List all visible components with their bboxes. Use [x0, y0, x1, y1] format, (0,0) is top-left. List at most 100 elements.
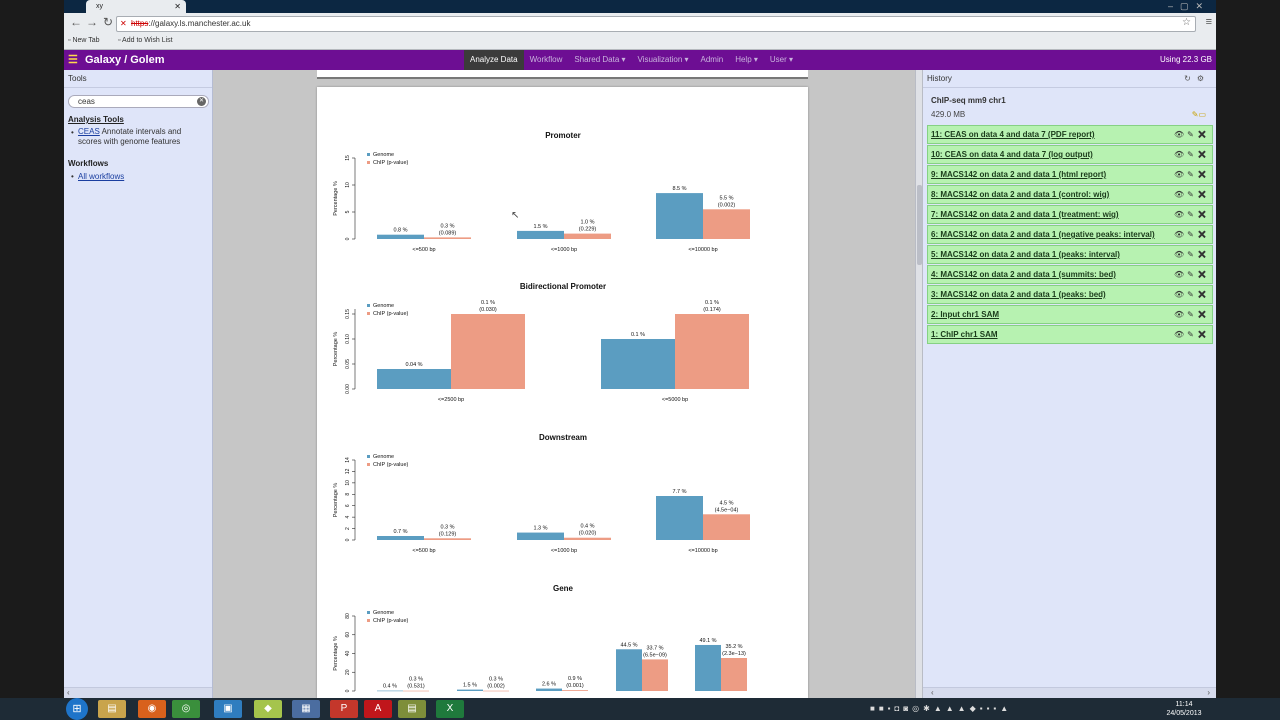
- clock[interactable]: 11:14 24/05/2013: [1164, 700, 1204, 718]
- scroll-left-icon[interactable]: ‹: [931, 688, 934, 697]
- nav-admin[interactable]: Admin: [700, 55, 724, 64]
- clear-search-icon[interactable]: ✕: [197, 97, 206, 106]
- bookmark-wish-list[interactable]: ▫ Add to Wish List: [118, 37, 173, 44]
- bookmark-star-icon[interactable]: ☆: [1182, 17, 1191, 28]
- nav-user[interactable]: User ▾: [769, 55, 794, 64]
- dataset-action-icons[interactable]: 👁✎✖: [1173, 310, 1210, 319]
- history-options-icons[interactable]: ↻⚙: [1184, 74, 1210, 83]
- chrome-icon[interactable]: ◎: [172, 700, 200, 718]
- tool-search-input[interactable]: ceas ✕: [68, 95, 209, 108]
- dataset-title[interactable]: 2: Input chr1 SAM: [931, 310, 1000, 319]
- left-scrollbar[interactable]: ‹: [64, 687, 212, 698]
- data-label-genome: 7.7 %: [672, 489, 686, 495]
- explorer-icon[interactable]: ▤: [98, 700, 126, 718]
- dataset-title[interactable]: 3: MACS142 on data 2 and data 1 (peaks: …: [931, 290, 1106, 299]
- dataset-title[interactable]: 10: CEAS on data 4 and data 7 (log outpu…: [931, 150, 1093, 159]
- bookmark-new-tab[interactable]: ▫ New Tab: [68, 37, 100, 44]
- dataset-title[interactable]: 1: ChIP chr1 SAM: [931, 330, 998, 339]
- reload-icon[interactable]: ↻: [102, 15, 114, 29]
- dataset-title[interactable]: 4: MACS142 on data 2 and data 1 (summits…: [931, 270, 1116, 279]
- acrobat-icon[interactable]: A: [364, 700, 392, 718]
- dataset-action-icons[interactable]: 👁✎✖: [1173, 170, 1210, 179]
- dataset-title[interactable]: 6: MACS142 on data 2 and data 1 (negativ…: [931, 230, 1155, 239]
- dataset-title[interactable]: 8: MACS142 on data 2 and data 1 (control…: [931, 190, 1110, 199]
- app-icon[interactable]: ▦: [292, 700, 320, 718]
- address-bar[interactable]: ✕ https://galaxy.ls.manchester.ac.uk ☆: [116, 16, 1196, 32]
- app-icon[interactable]: ▤: [398, 700, 426, 718]
- dataset-action-icons[interactable]: 👁✎✖: [1173, 150, 1210, 159]
- scroll-left-icon[interactable]: ‹: [67, 688, 70, 697]
- scrollbar-thumb[interactable]: [917, 185, 922, 265]
- history-dataset[interactable]: 9: MACS142 on data 2 and data 1 (html re…: [927, 165, 1213, 184]
- history-dataset[interactable]: 11: CEAS on data 4 and data 7 (PDF repor…: [927, 125, 1213, 144]
- legend-swatch-genome: [367, 153, 370, 156]
- tool-ceas-link[interactable]: CEAS: [78, 127, 100, 136]
- browser-tab[interactable]: xy ✕: [86, 0, 186, 13]
- dataset-action-icons[interactable]: 👁✎✖: [1173, 290, 1210, 299]
- right-scrollbar[interactable]: ‹ ›: [923, 687, 1216, 698]
- history-dataset[interactable]: 10: CEAS on data 4 and data 7 (log outpu…: [927, 145, 1213, 164]
- dataset-action-icons[interactable]: 👁✎✖: [1173, 130, 1210, 139]
- back-icon[interactable]: ←: [70, 15, 82, 29]
- dataset-action-icons[interactable]: 👁✎✖: [1173, 210, 1210, 219]
- all-workflows-link[interactable]: All workflows: [78, 172, 125, 181]
- nav-analyze-data[interactable]: Analyze Data: [464, 50, 524, 70]
- dataset-action-icons[interactable]: 👁✎✖: [1173, 230, 1210, 239]
- data-label-chip: 0.1 %: [705, 300, 719, 306]
- dataset-action-icons[interactable]: 👁✎✖: [1173, 330, 1210, 339]
- menu-icon[interactable]: ≡: [1205, 16, 1212, 28]
- history-dataset[interactable]: 8: MACS142 on data 2 and data 1 (control…: [927, 185, 1213, 204]
- history-dataset[interactable]: 4: MACS142 on data 2 and data 1 (summits…: [927, 265, 1213, 284]
- close-tab-icon[interactable]: ✕: [174, 2, 181, 11]
- excel-icon[interactable]: X: [436, 700, 464, 718]
- nav-visualization[interactable]: Visualization ▾: [637, 55, 689, 64]
- history-dataset[interactable]: 1: ChIP chr1 SAM 👁✎✖: [927, 325, 1213, 344]
- main-nav: Analyze Data Workflow Shared Data ▾ Visu…: [464, 50, 799, 70]
- nav-workflow[interactable]: Workflow: [529, 55, 563, 64]
- pdf-page[interactable]: Promoter 0 5 10 15 Percentage % Genome ChIP (p-…: [317, 87, 808, 698]
- app-icon[interactable]: ◆: [254, 700, 282, 718]
- nav-shared-data[interactable]: Shared Data ▾: [574, 55, 626, 64]
- legend-genome: Genome: [373, 152, 394, 158]
- history-dataset[interactable]: 3: MACS142 on data 2 and data 1 (peaks: …: [927, 285, 1213, 304]
- history-name[interactable]: ChIP-seq mm9 chr1: [931, 96, 1006, 105]
- legend-swatch-chip: [367, 619, 370, 622]
- scroll-right-icon[interactable]: ›: [1207, 688, 1210, 697]
- history-dataset[interactable]: 6: MACS142 on data 2 and data 1 (negativ…: [927, 225, 1213, 244]
- legend-swatch-chip: [367, 463, 370, 466]
- dataset-action-icons[interactable]: 👁✎✖: [1173, 270, 1210, 279]
- y-tick-label: 4: [345, 516, 351, 519]
- history-dataset[interactable]: 7: MACS142 on data 2 and data 1 (treatme…: [927, 205, 1213, 224]
- data-label-chip: 0.3 %: [440, 524, 454, 530]
- dataset-title[interactable]: 7: MACS142 on data 2 and data 1 (treatme…: [931, 210, 1119, 219]
- window-controls[interactable]: –▢✕: [1167, 1, 1210, 11]
- panel-splitter[interactable]: [915, 70, 923, 698]
- dataset-title[interactable]: 11: CEAS on data 4 and data 7 (PDF repor…: [931, 130, 1095, 139]
- dataset-title[interactable]: 9: MACS142 on data 2 and data 1 (html re…: [931, 170, 1107, 179]
- powerpoint-icon[interactable]: P: [330, 700, 358, 718]
- tool-ceas[interactable]: CEAS Annotate intervals and scores with …: [78, 127, 204, 147]
- all-workflows-item[interactable]: All workflows: [78, 172, 204, 182]
- history-dataset[interactable]: 5: MACS142 on data 2 and data 1 (peaks: …: [927, 245, 1213, 264]
- dataset-action-icons[interactable]: 👁✎✖: [1173, 250, 1210, 259]
- bar-chip: [483, 690, 509, 692]
- x-tick-label: <=10000 bp: [688, 247, 717, 253]
- data-label-pvalue: (0.531): [407, 684, 425, 690]
- data-label-pvalue: (4.5e−04): [715, 507, 739, 513]
- dataset-title[interactable]: 5: MACS142 on data 2 and data 1 (peaks: …: [931, 250, 1120, 259]
- forward-icon[interactable]: →: [86, 15, 98, 29]
- bar-chip: [703, 514, 750, 540]
- firefox-icon[interactable]: ◉: [138, 700, 166, 718]
- dataset-action-icons[interactable]: 👁✎✖: [1173, 190, 1210, 199]
- y-tick-label: 0.05: [345, 359, 351, 369]
- brand[interactable]: ☰ Galaxy / Golem: [68, 50, 164, 70]
- system-tray[interactable]: ■■▪◘◙◎✱▲▲▲◆▪▪▪▲: [870, 704, 1013, 713]
- section-analysis-tools[interactable]: Analysis Tools: [68, 115, 124, 124]
- y-tick-label: 2: [345, 527, 351, 530]
- app-icon[interactable]: ▣: [214, 700, 242, 718]
- nav-help[interactable]: Help ▾: [735, 55, 758, 64]
- start-button[interactable]: ⊞: [66, 698, 88, 720]
- history-dataset[interactable]: 2: Input chr1 SAM 👁✎✖: [927, 305, 1213, 324]
- tag-icon[interactable]: ✎▭: [1191, 110, 1206, 119]
- y-tick-label: 12: [345, 468, 351, 474]
